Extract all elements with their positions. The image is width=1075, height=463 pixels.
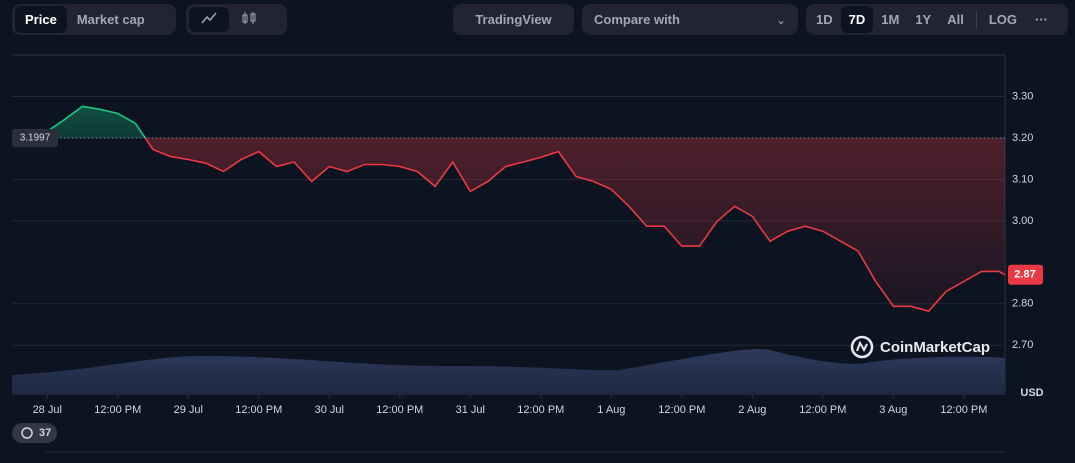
x-tick-label: 12:00 PM (376, 404, 423, 416)
price-area (12, 106, 1005, 312)
y-tick-label: 2.70 (1012, 339, 1033, 351)
more-button[interactable]: ··· (1035, 12, 1049, 27)
x-tick-label: 31 Jul (456, 404, 485, 416)
x-tick-label: 29 Jul (174, 404, 203, 416)
x-tick-label: 12:00 PM (94, 404, 141, 416)
range-button[interactable]: 1M (881, 12, 900, 27)
tab-group: Price Market cap (12, 4, 176, 35)
reference-label-bg (12, 129, 58, 148)
x-tick-label: 1 Aug (597, 404, 625, 416)
last-price-bg (1008, 264, 1043, 285)
price-line (12, 105, 1006, 313)
tradingview-button[interactable]: TradingView (453, 4, 574, 35)
x-tick-label: 28 Jul (33, 404, 62, 416)
candle-style-button[interactable] (229, 7, 269, 32)
volume-area (12, 349, 1005, 395)
x-tick-label: 3 Aug (879, 404, 907, 416)
badge-bg (12, 423, 57, 443)
watermark: CoinMarketCap (850, 335, 990, 359)
x-tick-label: 12:00 PM (799, 404, 846, 416)
range-button[interactable]: 7D (840, 6, 874, 33)
range-group: 1D 7D 1M 1Y All LOG ··· (806, 4, 1068, 35)
chevron: ⌄ (775, 12, 786, 27)
y-tick-label: 3.30 (1012, 90, 1033, 102)
compare-dropdown[interactable]: Compare with ⌄ (582, 4, 798, 35)
currency-label: USD (1020, 387, 1043, 399)
tradingview-label: TradingView (475, 12, 552, 27)
tab[interactable]: Price (15, 6, 67, 33)
watermark-text: CoinMarketCap (880, 339, 990, 356)
last-price-label: 2.87 (1014, 269, 1035, 281)
chart-style-group (186, 4, 287, 35)
x-tick-label: 2 Aug (738, 404, 766, 416)
icon (242, 12, 256, 24)
x-tick-label: 12:00 PM (235, 404, 282, 416)
x-tick-label: 12:00 PM (658, 404, 705, 416)
badge-icon (21, 427, 33, 439)
tab[interactable]: Market cap (76, 12, 145, 27)
icon (201, 12, 217, 24)
range-button[interactable]: All (947, 12, 964, 27)
line-style-button[interactable] (189, 7, 229, 32)
compare-label: Compare with (594, 12, 680, 27)
x-tick-label: 12:00 PM (517, 404, 564, 416)
history-badge[interactable]: 37 (12, 423, 57, 443)
range-button[interactable]: 1Y (915, 12, 932, 27)
badge-text: 37 (39, 427, 51, 439)
y-tick-label: 3.20 (1012, 132, 1033, 144)
x-tick-label: 30 Jul (315, 404, 344, 416)
range-button[interactable]: 1D (816, 12, 833, 27)
y-tick-label: 2.80 (1012, 298, 1033, 310)
y-tick-label: 3.00 (1012, 215, 1033, 227)
reference-label: 3.1997 (20, 133, 51, 144)
log-button[interactable]: LOG (988, 12, 1018, 27)
y-tick-label: 3.10 (1012, 173, 1033, 185)
x-tick-label: 12:00 PM (940, 404, 987, 416)
divider (975, 10, 977, 29)
